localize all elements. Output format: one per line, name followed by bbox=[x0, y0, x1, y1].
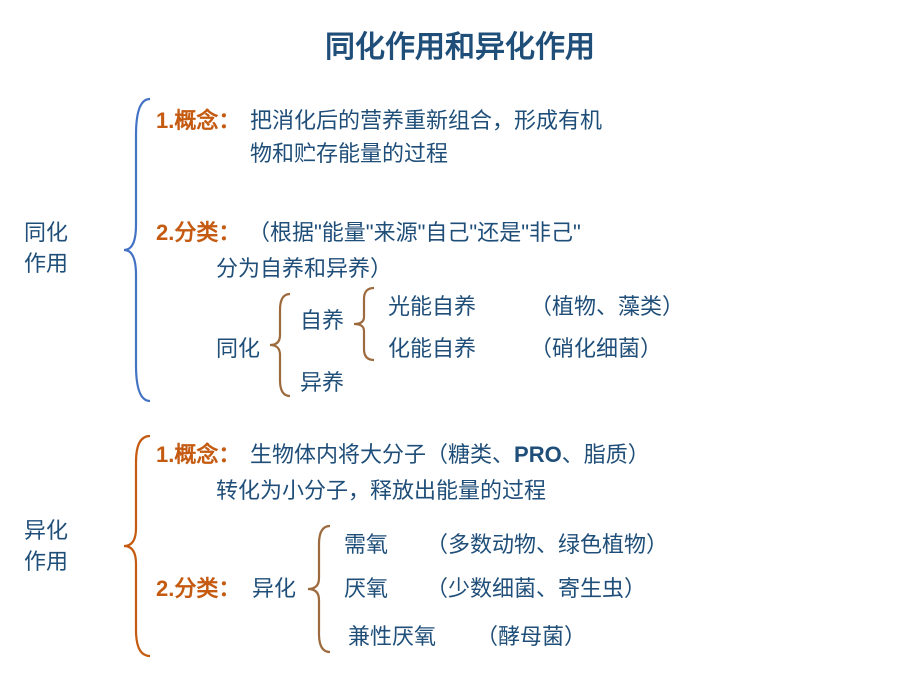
tonghua-l1b: 异养 bbox=[300, 366, 344, 399]
yihua-concept-c: 转化为小分子，释放出能量的过程 bbox=[216, 474, 546, 507]
tonghua-root: 同化 bbox=[216, 332, 260, 365]
yihua-class-label: 2.分类： bbox=[156, 572, 240, 605]
page-title: 同化作用和异化作用 bbox=[0, 22, 920, 66]
brace-tonghua-l1 bbox=[266, 290, 294, 400]
yihua-l1a: 需氧 bbox=[344, 528, 388, 561]
yihua-concept-a: 生物体内将大分子（糖类、 bbox=[250, 442, 514, 467]
yihua-l1c-ex: （酵母菌） bbox=[476, 620, 586, 653]
tonghua-l2a-ex: （植物、藻类） bbox=[530, 290, 684, 323]
tonghua-l2b-ex: （硝化细菌） bbox=[530, 332, 662, 365]
tonghua-concept-text: 把消化后的营养重新组合，形成有机 物和贮存能量的过程 bbox=[250, 104, 602, 170]
tonghua-concept-label: 1.概念： bbox=[156, 104, 240, 137]
tonghua-class-text-a: （根据"能量"来源"自己"还是"非己" bbox=[248, 216, 581, 249]
yihua-l1c: 兼性厌氧 bbox=[348, 620, 436, 653]
tonghua-class-text-b: 分为自养和异养） bbox=[216, 252, 392, 285]
yihua-root: 异化 bbox=[252, 572, 296, 605]
tonghua-l1a: 自养 bbox=[300, 304, 344, 337]
yihua-concept-line1: 生物体内将大分子（糖类、PRO、脂质） bbox=[250, 438, 650, 471]
yihua-concept-b: 、脂质） bbox=[562, 442, 650, 467]
section-tonghua-name: 同化 作用 bbox=[24, 218, 68, 280]
yihua-concept-label: 1.概念： bbox=[156, 438, 240, 471]
brace-tonghua bbox=[120, 95, 156, 405]
brace-yihua-l1 bbox=[304, 522, 334, 656]
tonghua-l2a: 光能自养 bbox=[388, 290, 476, 323]
yihua-l1b-ex: （少数细菌、寄生虫） bbox=[426, 572, 646, 605]
brace-tonghua-l2 bbox=[350, 284, 378, 364]
brace-yihua bbox=[120, 432, 156, 660]
yihua-l1b: 厌氧 bbox=[344, 572, 388, 605]
tonghua-l2b: 化能自养 bbox=[388, 332, 476, 365]
yihua-l1a-ex: （多数动物、绿色植物） bbox=[426, 528, 668, 561]
yihua-concept-pro: PRO bbox=[514, 442, 562, 467]
tonghua-class-label: 2.分类： bbox=[156, 216, 240, 249]
section-yihua-name: 异化 作用 bbox=[24, 516, 68, 578]
